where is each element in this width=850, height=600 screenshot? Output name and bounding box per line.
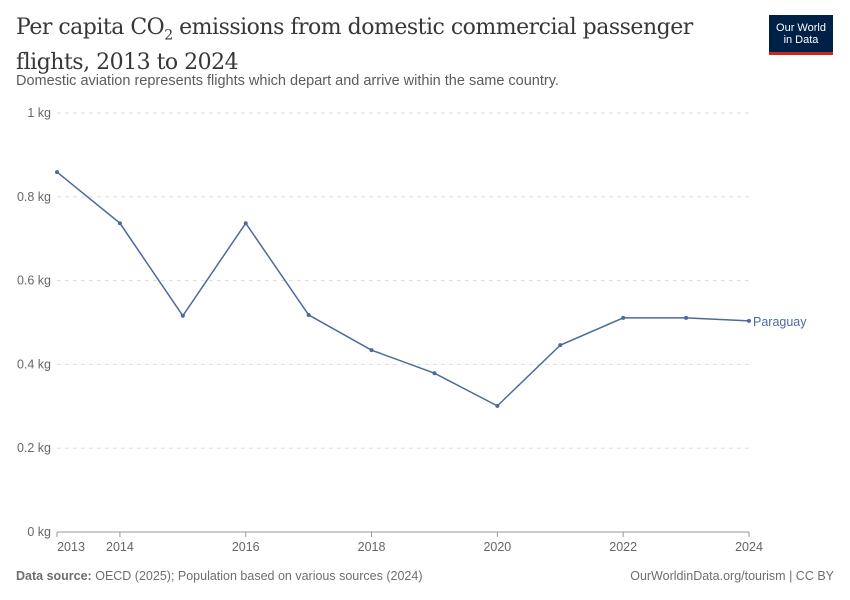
chart-title: Per capita CO2 emissions from domestic c… [16,14,696,77]
data-point [495,403,500,408]
owid-logo[interactable]: Our World in Data [769,15,833,55]
logo-text: Our World in Data [776,21,826,46]
series-line [56,171,750,407]
title-part: emissions from domestic commercial passe… [16,15,693,76]
y-tick-label: 1 kg [27,106,51,120]
source-text[interactable]: OECD (2025); Population based on various… [95,569,423,583]
data-point [432,371,437,376]
data-point [684,315,689,320]
x-tick-label: 2014 [106,540,134,554]
data-point [117,221,122,226]
data-source: Data source: OECD (2025); Population bas… [16,569,422,583]
data-point [180,313,185,318]
data-point [621,315,626,320]
data-point [243,221,248,226]
data-point [369,348,374,353]
data-point [306,312,311,317]
title-subscript: 2 [164,27,173,44]
y-tick-label: 0.8 kg [17,190,51,204]
data-point [558,343,563,348]
title-part: Per capita CO [16,15,165,40]
x-tick-label: 2022 [609,540,637,554]
x-tick-label: 2020 [483,540,511,554]
y-tick-label: 0 kg [27,525,51,539]
series-label: Paraguay [753,315,807,329]
x-tick-label: 2024 [735,540,763,554]
x-tick-label: 2013 [57,540,85,554]
x-tick-label: 2016 [232,540,260,554]
y-tick-label: 0.2 kg [17,441,51,455]
y-tick-label: 0.6 kg [17,274,51,288]
y-tick-label: 0.4 kg [17,357,51,371]
data-point [747,318,751,323]
credit[interactable]: OurWorldinData.org/tourism | CC BY [630,569,834,583]
data-point [55,170,59,175]
source-label: Data source: [16,569,92,583]
x-tick-label: 2018 [358,540,386,554]
chart-subtitle: Domestic aviation represents flights whi… [16,73,559,89]
